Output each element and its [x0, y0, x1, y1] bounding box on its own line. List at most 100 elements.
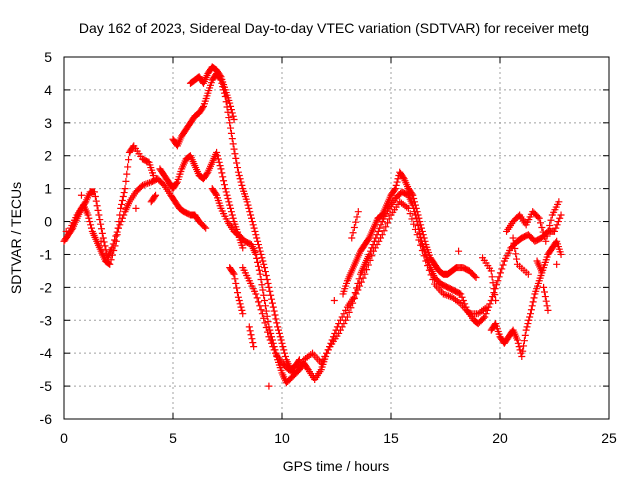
data-point — [97, 220, 105, 228]
y-tick-label: -5 — [40, 378, 53, 394]
data-point — [91, 188, 99, 196]
data-point — [513, 336, 521, 344]
data-point — [217, 165, 225, 173]
data-point — [245, 204, 253, 212]
data-point — [94, 206, 102, 214]
data-point — [528, 302, 536, 310]
data-point — [226, 99, 234, 107]
data-point — [149, 171, 157, 179]
data-point — [424, 262, 432, 270]
data-point — [352, 218, 360, 226]
data-point — [258, 254, 266, 262]
data-point — [255, 244, 263, 252]
data-point — [413, 231, 421, 239]
data-point — [413, 208, 421, 216]
data-points — [60, 63, 565, 390]
data-point — [111, 242, 119, 250]
x-tick-label: 5 — [169, 430, 177, 446]
data-point — [553, 221, 561, 229]
data-point — [384, 219, 392, 227]
data-point — [272, 315, 280, 323]
data-point — [253, 294, 261, 302]
data-point — [543, 302, 551, 310]
data-point — [543, 232, 551, 240]
data-point — [374, 227, 382, 235]
data-point — [202, 224, 210, 232]
data-point — [231, 275, 239, 283]
data-point — [239, 310, 247, 318]
data-point — [546, 221, 554, 229]
data-point — [84, 211, 92, 219]
data-point — [352, 290, 360, 298]
data-point — [228, 135, 236, 143]
data-point — [216, 71, 224, 79]
data-point — [420, 252, 428, 260]
data-point — [247, 214, 255, 222]
data-point — [110, 247, 118, 255]
data-point — [214, 155, 222, 163]
data-point — [257, 250, 265, 258]
data-point — [172, 179, 180, 187]
data-point — [213, 148, 221, 156]
data-point — [404, 204, 412, 212]
data-point — [425, 266, 433, 274]
data-point — [235, 297, 243, 305]
data-point — [254, 262, 262, 270]
data-point — [547, 216, 555, 224]
data-point — [343, 313, 351, 321]
data-point — [108, 251, 116, 259]
data-point — [213, 152, 221, 160]
data-point — [254, 298, 262, 306]
data-point — [227, 208, 235, 216]
data-point — [268, 299, 276, 307]
data-point — [278, 339, 286, 347]
data-point — [115, 218, 123, 226]
data-point — [223, 103, 231, 111]
data-point — [255, 266, 263, 274]
data-point — [226, 119, 234, 127]
data-point — [555, 198, 563, 206]
data-point — [495, 273, 503, 281]
data-point — [417, 241, 425, 249]
data-point — [393, 178, 401, 186]
data-point — [222, 188, 230, 196]
grid-layer — [64, 57, 609, 419]
data-point — [520, 337, 528, 345]
data-point — [254, 258, 262, 266]
data-point — [455, 247, 463, 255]
data-point — [124, 163, 132, 171]
data-point — [220, 177, 228, 185]
data-point — [229, 140, 237, 148]
data-point — [349, 229, 357, 237]
data-point — [245, 323, 253, 331]
data-point — [418, 227, 426, 235]
data-point — [265, 283, 273, 291]
data-point — [324, 346, 332, 354]
data-point — [101, 242, 109, 250]
data-point — [92, 197, 100, 205]
y-tick-label: 1 — [44, 181, 52, 197]
data-point — [236, 175, 244, 183]
data-point — [256, 270, 264, 278]
y-tick-labels: -6 -5 -4 -3 -2 -1 0 1 2 3 4 5 — [40, 49, 53, 427]
data-point — [262, 307, 270, 315]
data-point — [238, 306, 246, 314]
data-point — [275, 326, 283, 334]
data-point — [483, 303, 491, 311]
data-point — [557, 211, 565, 219]
data-point — [97, 237, 105, 245]
data-point — [429, 275, 437, 283]
data-point — [229, 269, 237, 277]
data-point — [338, 323, 346, 331]
data-point — [347, 304, 355, 312]
data-point — [225, 198, 233, 206]
data-point — [228, 211, 236, 219]
data-point — [116, 221, 124, 229]
data-point — [499, 261, 507, 269]
data-point — [509, 234, 517, 242]
data-point — [228, 109, 236, 117]
data-point — [359, 274, 367, 282]
data-point — [410, 195, 418, 203]
data-point — [510, 239, 518, 247]
x-tick-label: 25 — [601, 430, 617, 446]
